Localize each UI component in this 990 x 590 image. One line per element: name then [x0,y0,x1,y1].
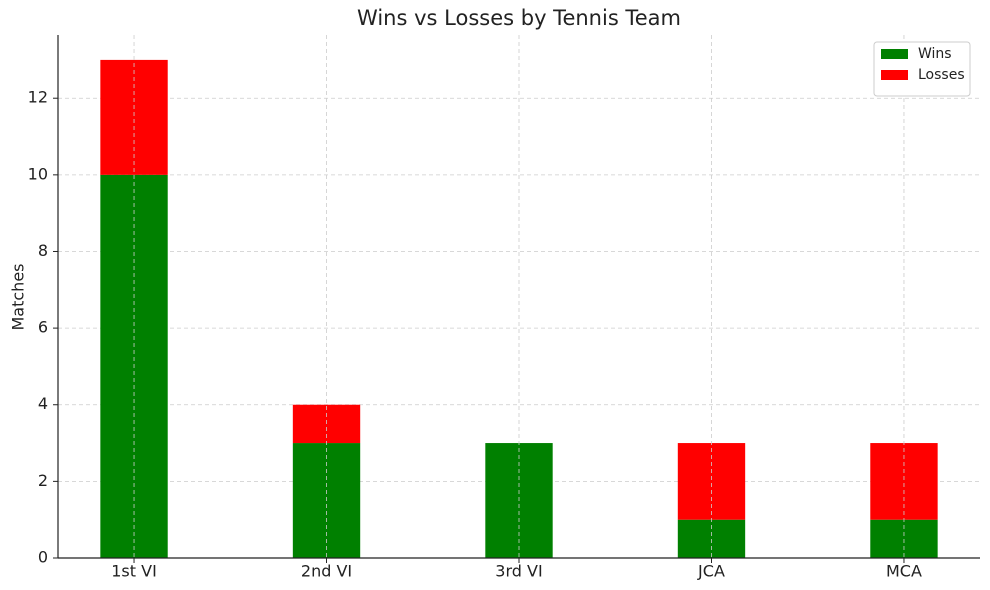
chart-title: Wins vs Losses by Tennis Team [357,6,681,30]
bar-segment [870,443,938,520]
y-tick-label: 10 [28,164,48,183]
y-tick-label: 4 [38,394,48,413]
legend-swatch [881,70,908,80]
x-tick-label: JCA [697,562,725,581]
y-tick-label: 0 [38,548,48,567]
y-tick-label: 8 [38,241,48,260]
legend-label: Wins [918,46,952,62]
x-tick-label: 3rd VI [495,562,542,581]
y-tick-label: 12 [28,88,48,107]
x-tick-label: 2nd VI [301,562,352,581]
y-tick-label: 2 [38,471,48,490]
x-tick-label: 1st VI [111,562,157,581]
legend-swatch [881,49,908,59]
x-tick-label: MCA [886,562,922,581]
legend-label: Losses [918,67,965,83]
legend: Wins Losses [873,41,971,97]
bar-segment [677,443,746,520]
y-axis-label: Matches [9,264,28,331]
y-tick-label: 6 [38,318,48,337]
